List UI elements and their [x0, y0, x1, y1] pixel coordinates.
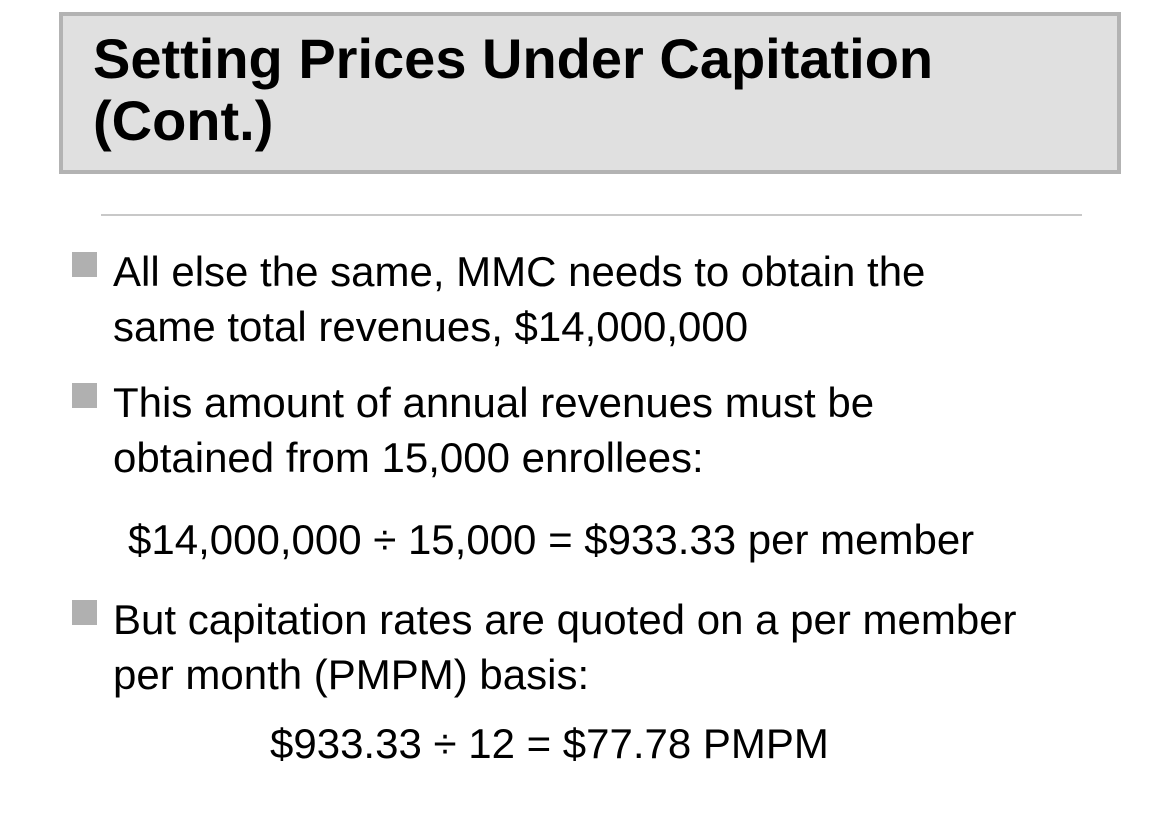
- square-bullet-icon: [72, 383, 97, 408]
- divider: [101, 214, 1082, 216]
- bullet-text: This amount of annual revenues must be o…: [113, 379, 875, 481]
- title-box: Setting Prices Under Capitation (Cont.): [59, 12, 1121, 174]
- square-bullet-icon: [72, 252, 97, 277]
- bullet-text: All else the same, MMC needs to obtain t…: [113, 248, 926, 350]
- formula-per-member: $14,000,000 ÷ 15,000 = $933.33 per membe…: [128, 516, 975, 563]
- slide-title: Setting Prices Under Capitation (Cont.): [93, 27, 934, 152]
- square-bullet-icon: [72, 600, 97, 625]
- bullet-text: But capitation rates are quoted on a per…: [113, 596, 1017, 698]
- formula-pmpm: $933.33 ÷ 12 = $77.78 PMPM: [270, 720, 829, 767]
